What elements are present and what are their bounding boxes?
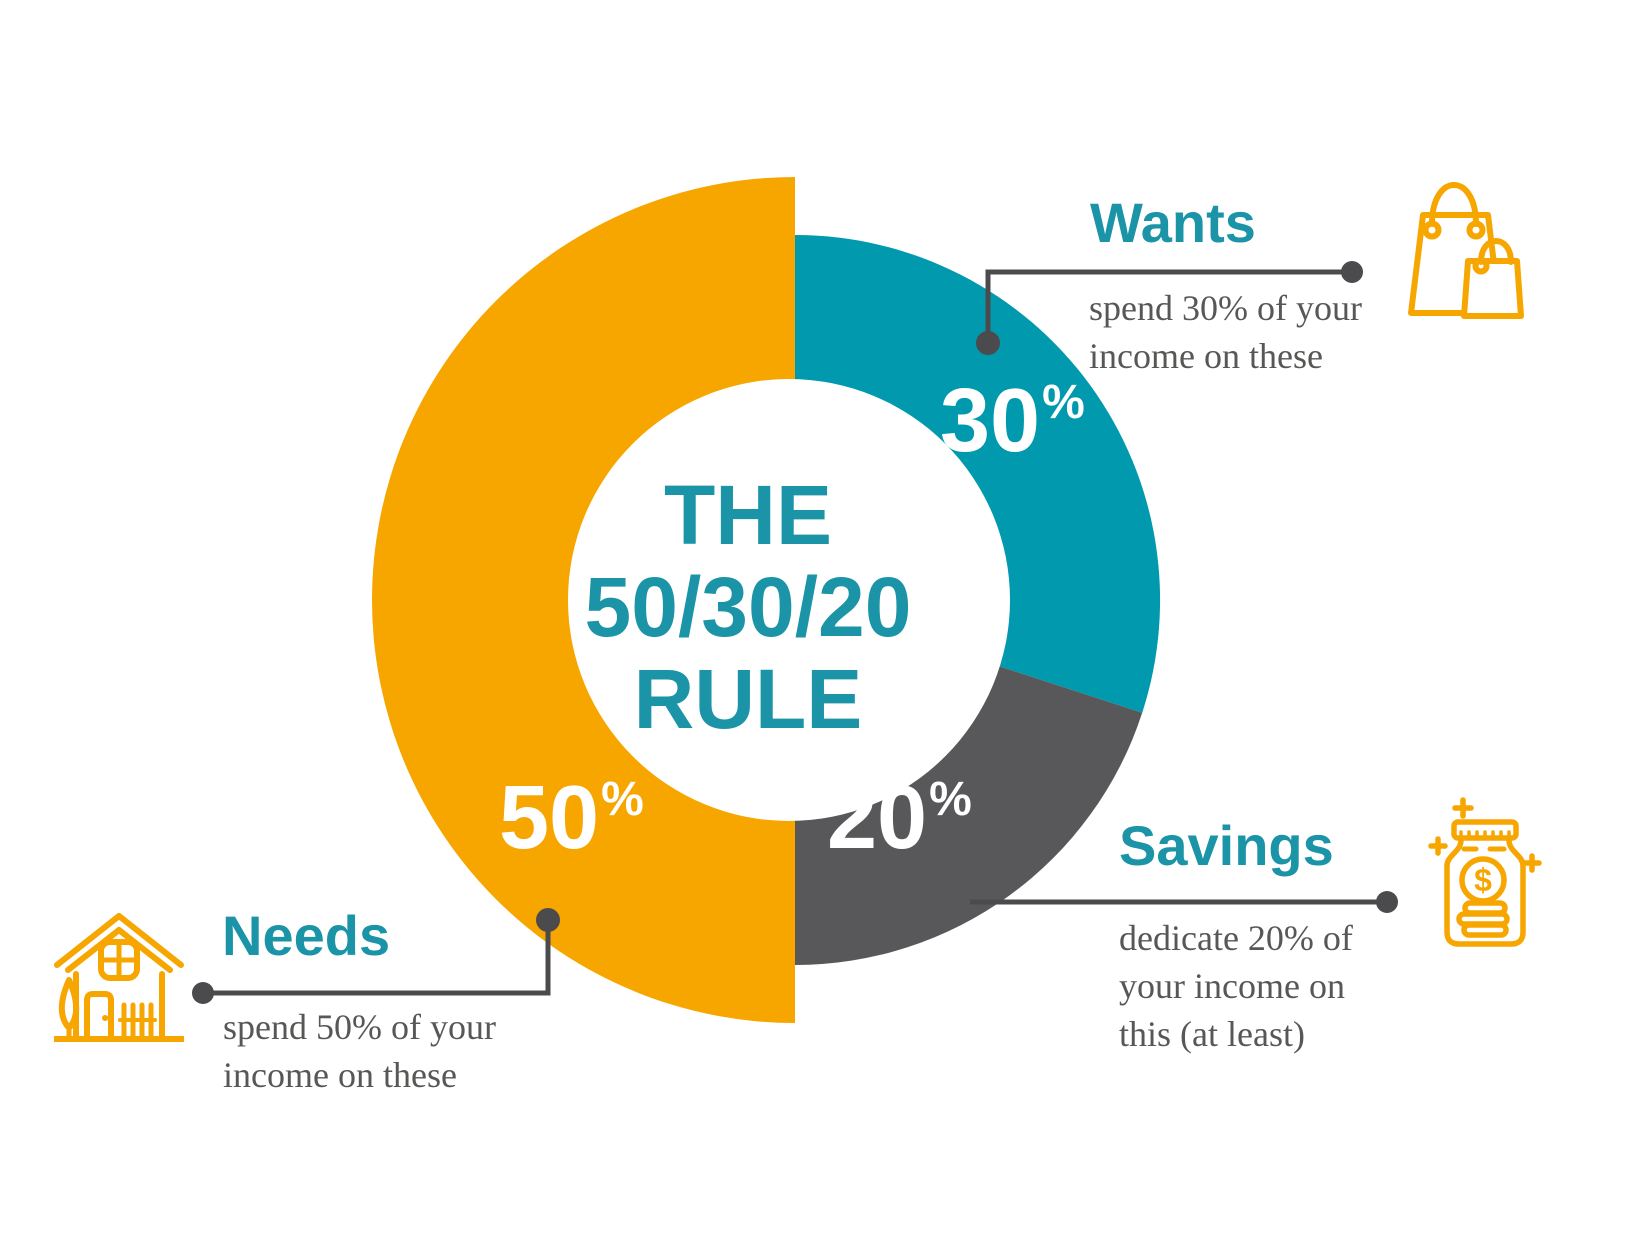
center-title-line1: THE [663, 468, 832, 562]
pct-symbol: % [929, 773, 972, 826]
connector-needs-line [203, 920, 551, 996]
dollar-sign: $ [1474, 862, 1492, 898]
window-cross [100, 941, 138, 979]
donut-hole [568, 379, 1010, 821]
jar-body [1444, 837, 1526, 947]
callout-needs-description: spend 50% of your income on these [223, 1003, 496, 1099]
tree [58, 977, 80, 1031]
chart-center-title: THE 50/30/20 RULE [585, 469, 912, 745]
pct-symbol: % [601, 773, 644, 826]
desc-line: dedicate 20% of [1119, 918, 1353, 958]
small-bag-body [1461, 258, 1524, 319]
callout-savings-heading: Savings [1119, 814, 1334, 877]
pct-number: 50 [499, 768, 600, 868]
center-title-line3: RULE [633, 652, 863, 746]
big-bag-ring-left [1422, 220, 1442, 240]
jar-lid-teeth [1459, 830, 1511, 838]
desc-line: spend 30% of your [1089, 288, 1362, 328]
callout-wants-heading: Wants [1090, 191, 1256, 254]
roof-outer [54, 913, 184, 968]
connector-savings [970, 891, 1398, 913]
big-bag-ring-right [1466, 220, 1486, 240]
sparkle-right [1522, 853, 1542, 873]
roof-inner [65, 927, 173, 973]
desc-line: spend 50% of your [223, 1007, 496, 1047]
desc-line: your income on [1119, 966, 1345, 1006]
small-bag-handle [1478, 238, 1514, 265]
pct-number: 30 [940, 371, 1041, 471]
connector-wants [976, 261, 1363, 355]
sparkle-top [1452, 797, 1474, 819]
center-title-line2: 50/30/20 [584, 560, 912, 654]
big-bag-handle [1429, 182, 1479, 227]
connector-savings-dot-outer [1376, 891, 1398, 913]
segment-label-needs-pct: 50 % [499, 773, 644, 863]
desc-line: this (at least) [1119, 1014, 1305, 1054]
callout-wants-description: spend 30% of your income on these [1089, 284, 1362, 380]
desc-line: income on these [1089, 336, 1323, 376]
pct-number: 20 [827, 768, 928, 868]
money-jar-icon: $ [1428, 797, 1542, 947]
connector-wants-dot-segment [976, 331, 1000, 355]
pct-symbol: % [1042, 376, 1085, 429]
jar-lid [1451, 819, 1519, 841]
house-icon [54, 913, 184, 1042]
segment-label-savings-pct: 20 % [827, 773, 972, 863]
shopping-bags-icon [1408, 182, 1524, 319]
connector-wants-dot-outer [1341, 261, 1363, 283]
connector-wants-line [985, 269, 1352, 343]
desc-line: income on these [223, 1055, 457, 1095]
small-bag-ring [1472, 257, 1490, 275]
connector-needs [192, 908, 560, 1004]
connector-needs-dot-outer [192, 982, 214, 1004]
segment-label-wants-pct: 30 % [940, 376, 1085, 466]
door [84, 991, 114, 1042]
callout-needs-heading: Needs [222, 904, 391, 967]
coin-stack-bottom [1461, 922, 1509, 938]
connector-needs-dot-segment [536, 908, 560, 932]
callout-savings-description: dedicate 20% of your income on this (at … [1119, 914, 1353, 1058]
sparkle-left [1428, 836, 1448, 856]
